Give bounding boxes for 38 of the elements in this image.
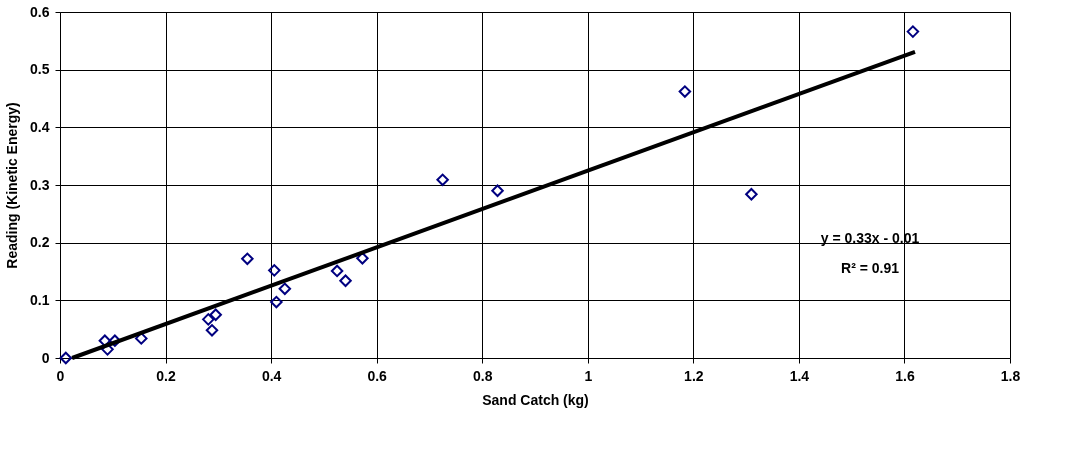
y-tick-label: 0.2 (30, 234, 50, 251)
y-tick-label: 0.5 (30, 61, 50, 78)
point (678, 85, 692, 98)
point (278, 282, 292, 296)
x-axis-title: Sand Catch (kg) (482, 391, 589, 408)
x-tick-label: 1.8 (1000, 367, 1021, 384)
point (491, 184, 504, 198)
point (108, 334, 122, 347)
x-tick-label: 1.6 (895, 367, 915, 384)
point (209, 308, 222, 321)
y-axis-title: Reading (Kinetic Energy) (4, 102, 21, 269)
point (339, 274, 352, 287)
annotation: R² = 0.91 (841, 260, 900, 276)
x-tick-label: 0.4 (261, 367, 282, 384)
point (59, 351, 73, 365)
x-tick-label: 1.2 (684, 367, 704, 384)
x-tick-label: 1 (584, 367, 593, 384)
point (98, 334, 112, 347)
point (745, 187, 758, 201)
point (270, 295, 283, 309)
point (906, 25, 920, 38)
point (202, 313, 215, 326)
y-tick-label: 0.4 (30, 118, 50, 135)
x-tick-label: 0 (56, 367, 65, 384)
point (268, 264, 281, 277)
point (436, 173, 449, 187)
y-tick-label: 0.6 (30, 3, 50, 20)
point (205, 324, 219, 337)
point (330, 264, 344, 278)
y-tick-label: 0.3 (30, 176, 50, 193)
x-tick-label: 0.2 (156, 367, 176, 384)
y-tick-label: 0 (41, 349, 50, 366)
x-tick-label: 0.8 (472, 367, 493, 384)
point (356, 251, 369, 265)
point (241, 252, 254, 266)
x-tick-label: 0.6 (367, 367, 388, 384)
x-tick-label: 1.4 (789, 367, 810, 384)
y-tick-label: 0.1 (30, 291, 50, 308)
